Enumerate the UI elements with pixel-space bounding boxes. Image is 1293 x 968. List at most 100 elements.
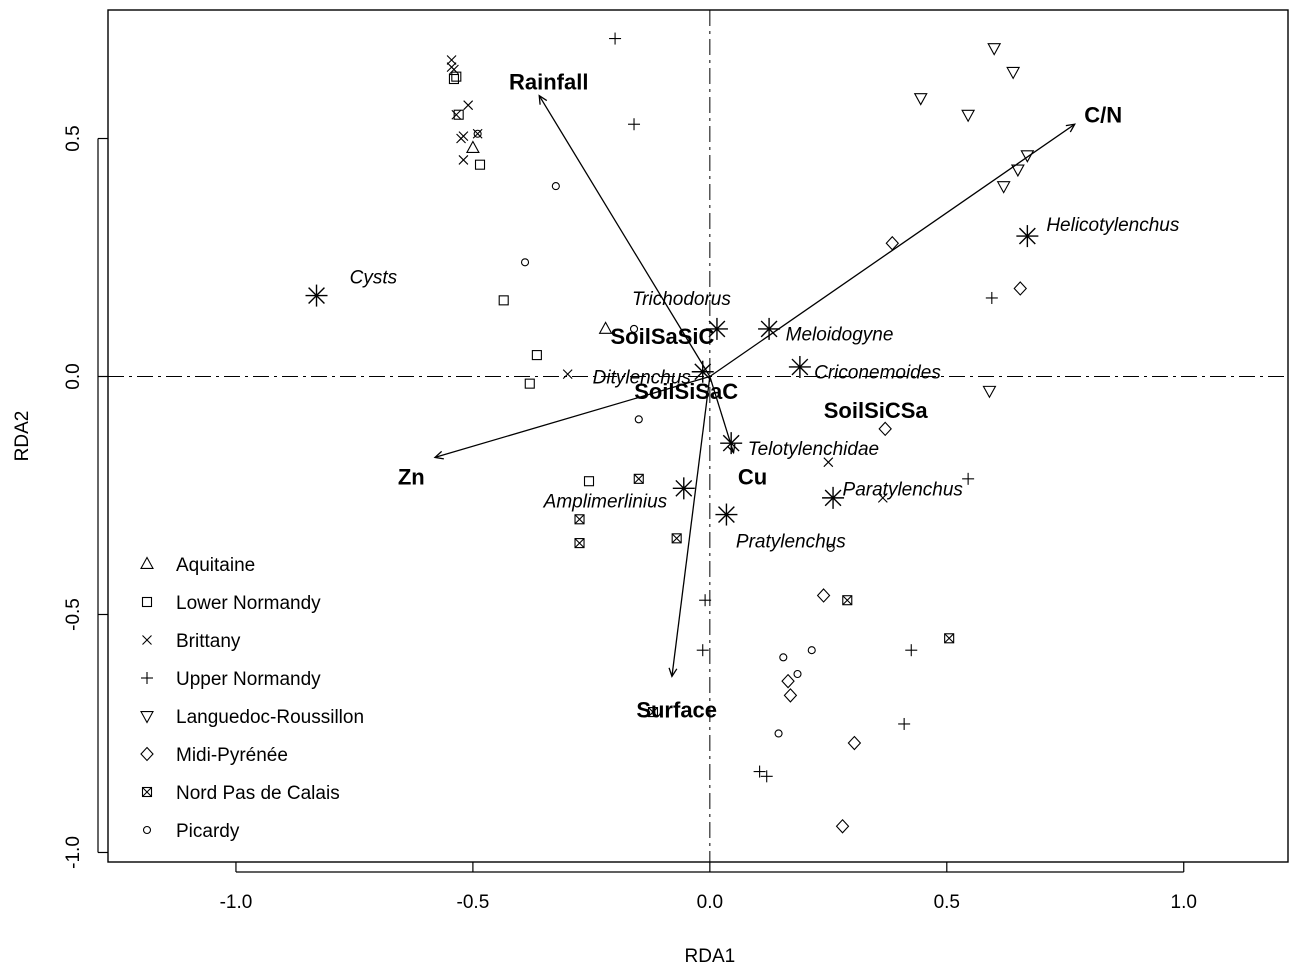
species-label: Helicotylenchus [1046,215,1180,236]
x-tick-label: 0.5 [934,892,960,913]
site-point [551,182,560,191]
legend-entry: Picardy [176,821,240,842]
species-marker [705,317,728,340]
site-point [823,457,834,468]
site-point [898,717,911,730]
site-point [760,770,773,783]
plot-labels: Rainfall C/N Zn Cu Surface SoilSaSiC SoilSiSaC… [350,69,1180,722]
site-points [446,32,1035,834]
species-label: Meloidogyne [786,325,894,346]
site-point [996,181,1011,194]
species-marker [788,355,811,378]
site-point [609,32,622,45]
site-point [574,538,585,549]
site-point [629,324,639,333]
site-point [826,543,835,552]
x-tick-label: 0.0 [697,892,723,913]
site-point [451,71,462,82]
env-arrow [433,375,711,460]
site-point [816,588,831,603]
legend-entry: Brittany [176,631,241,652]
site-point [913,93,928,106]
series-nord-pas-de-calais [574,473,955,718]
site-point [699,594,712,607]
env-arrow-label: Cu [738,464,767,489]
x-tick-label: -1.0 [220,892,253,913]
env-arrow-label: Rainfall [509,69,588,94]
site-point [634,415,643,424]
site-point [1006,66,1021,80]
site-point [448,73,459,85]
species-label: Cysts [350,268,398,289]
y-tick-label: -0.5 [63,598,84,631]
soil-label: SoilSiSaC [634,379,738,404]
species-marker [720,432,743,455]
site-point [449,64,459,75]
site-point [842,595,853,606]
species-marker [1016,225,1039,248]
species-label: Trichodorus [632,289,731,310]
site-point [498,295,509,306]
site-point [781,673,795,689]
legend-symbol [141,596,153,608]
site-point [885,235,900,251]
y-tick-label: -1.0 [63,836,84,869]
env-arrow-label: Surface [636,698,717,723]
site-point [982,385,997,399]
y-tick-label: 0.5 [63,125,84,151]
series-aquitaine [465,140,613,334]
site-point [531,350,542,361]
species-label: Ditylenchus [593,368,692,389]
site-point [524,378,535,389]
species-marker [305,284,328,307]
species-label: Amplimerlinius [543,491,668,512]
site-point [628,118,641,131]
series-midi-pyr-n-e [781,235,1027,834]
site-point [877,492,888,503]
legend-entry: Aquitaine [176,555,255,576]
legend-entry: Midi-Pyrénée [176,745,288,766]
soil-label: SoilSaSiC [610,324,714,349]
legend-entry: Lower Normandy [176,593,321,614]
species-markers [305,225,1039,526]
site-point [1013,281,1027,296]
site-point [985,291,998,304]
legend-symbol [142,825,152,835]
legend-symbol [140,711,154,724]
species-marker [691,360,714,383]
legend-symbol [142,635,152,645]
soil-label: SoilSiCSa [824,398,929,423]
site-point [774,729,783,738]
x-tick-label: -0.5 [457,892,490,913]
y-axis-title: RDA2 [12,411,33,462]
site-point [574,514,585,525]
legend-symbol [140,556,154,569]
series-brittany [446,55,888,503]
site-point [465,140,480,153]
legend-symbol [141,786,153,798]
site-point [944,633,955,644]
site-point [671,533,682,544]
species-marker [672,477,695,500]
site-point [987,43,1002,56]
site-point [753,765,766,778]
series-lower-normandy [448,71,595,487]
axes: -1.0 -0.5 0.0 0.5 1.0 -1.0 -0.5 0.0 0.5 RDA1 RDA2 [12,9,1289,967]
legend-symbol [141,672,153,684]
legend-entry: Upper Normandy [176,669,321,690]
site-point [633,473,644,484]
species-marker [822,486,845,509]
site-point [474,159,486,170]
site-point [783,688,798,703]
site-point [962,472,975,485]
site-point [458,131,469,142]
environmental-arrows [433,94,1076,678]
env-arrow [538,94,711,377]
site-point [463,100,474,111]
site-point [779,653,788,662]
site-point [453,109,464,120]
legend-symbol [140,746,154,762]
site-point [458,155,469,165]
x-tick-label: 1.0 [1171,892,1197,913]
site-point [473,129,482,138]
